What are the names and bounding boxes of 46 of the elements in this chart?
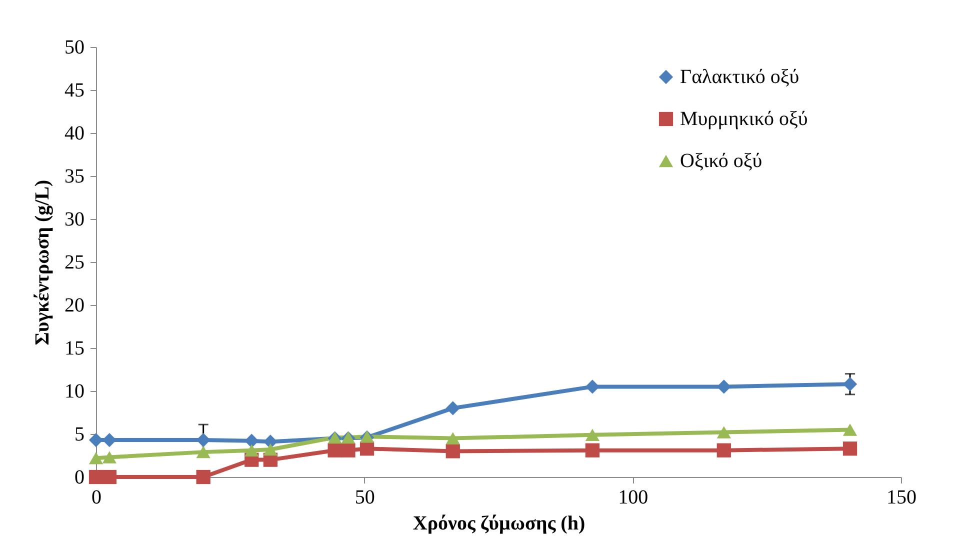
point [842,377,858,392]
point [102,432,116,448]
y-tick-label: 35 [64,166,84,188]
x-axis-title: Χρόνος ζύμωσης (h) [412,512,586,534]
point [244,434,259,448]
point [102,470,116,484]
x-tick-label: 50 [354,486,375,508]
point [88,470,104,484]
point [842,442,858,456]
y-axis-title: Συγκέντρωση (g/L) [32,180,54,346]
y-tick-label: 20 [64,294,84,316]
point [88,452,104,464]
y-tick-label: 50 [64,36,84,58]
legend-label: Γαλακτικό οξύ [680,66,800,88]
y-tick-label: 0 [74,466,84,488]
point [716,426,731,438]
point [196,446,210,458]
point [360,442,374,456]
legend-label: Οξικό οξύ [680,150,762,172]
y-tick-label: 10 [64,380,84,402]
legend-label: Μυρμηκικό οξύ [680,108,808,130]
point [842,424,858,436]
point [263,443,278,456]
point [102,451,116,464]
x-tick-label: 100 [618,486,648,508]
point [446,444,460,458]
point [196,432,210,448]
x-tick-label: 150 [886,486,916,508]
x-tick-label: 0 [92,486,102,508]
point [446,432,460,444]
point [341,443,356,458]
point [244,444,259,456]
point [446,401,460,416]
point [328,443,342,458]
point [716,380,731,394]
point [716,443,731,458]
point [585,428,600,441]
y-tick-label: 25 [64,252,84,274]
y-tick-label: 30 [64,208,84,230]
y-tick-label: 40 [64,122,84,144]
y-tick-label: 15 [64,338,84,360]
point [196,470,210,484]
point [585,443,600,458]
point [585,380,600,394]
y-tick-label: 5 [74,424,84,446]
y-tick-label: 45 [64,80,84,102]
